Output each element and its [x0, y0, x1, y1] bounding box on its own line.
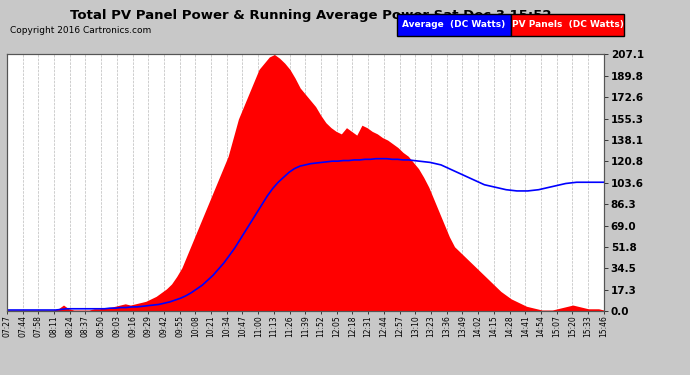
Text: Total PV Panel Power & Running Average Power Sat Dec 3 15:52: Total PV Panel Power & Running Average P…: [70, 9, 551, 22]
Text: Average  (DC Watts): Average (DC Watts): [402, 20, 505, 29]
Text: PV Panels  (DC Watts): PV Panels (DC Watts): [511, 20, 624, 29]
Text: Copyright 2016 Cartronics.com: Copyright 2016 Cartronics.com: [10, 26, 152, 35]
